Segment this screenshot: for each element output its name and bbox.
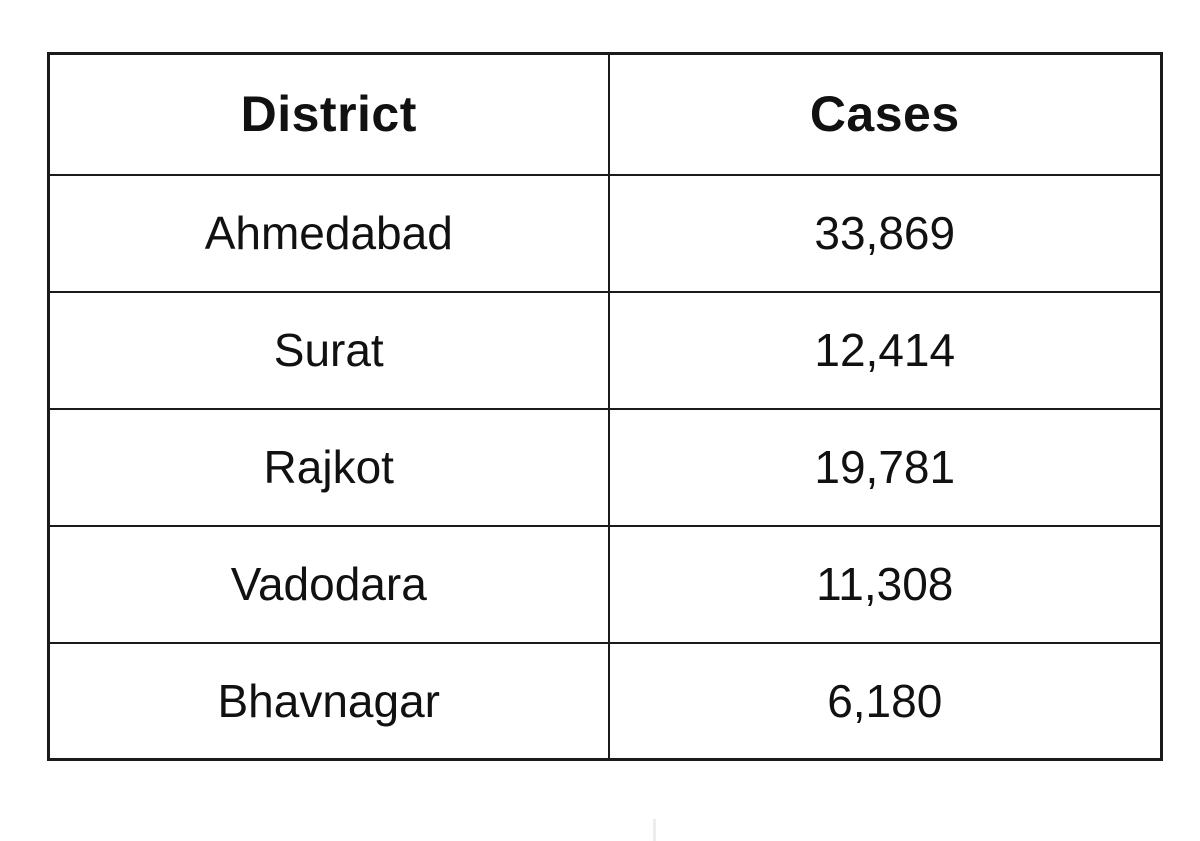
- cell-district: Bhavnagar: [47, 641, 610, 761]
- table-row: Ahmedabad 33,869: [47, 173, 1163, 293]
- cases-table-container: District Cases Ahmedabad 33,869 Surat 12…: [47, 52, 1163, 841]
- header-cell-district: District: [47, 52, 610, 176]
- table-row: Bhavnagar 6,180: [47, 641, 1163, 761]
- cell-cases: 12,414: [607, 290, 1163, 410]
- cell-cases: 33,869: [607, 173, 1163, 293]
- table-row: Surat 12,414: [47, 290, 1163, 410]
- cell-cases: 6,180: [607, 641, 1163, 761]
- cell-district: Vadodara: [47, 524, 610, 644]
- table-divider-artifact: [653, 819, 656, 841]
- cell-district: Surat: [47, 290, 610, 410]
- table-row: Vadodara 11,308: [47, 524, 1163, 644]
- table-header-row: District Cases: [47, 52, 1163, 176]
- cell-district: Rajkot: [47, 407, 610, 527]
- cell-cases: 11,308: [607, 524, 1163, 644]
- district-cases-table: District Cases Ahmedabad 33,869 Surat 12…: [47, 52, 1163, 761]
- cell-district: Ahmedabad: [47, 173, 610, 293]
- header-cell-cases: Cases: [607, 52, 1163, 176]
- table-row: Rajkot 19,781: [47, 407, 1163, 527]
- cell-cases: 19,781: [607, 407, 1163, 527]
